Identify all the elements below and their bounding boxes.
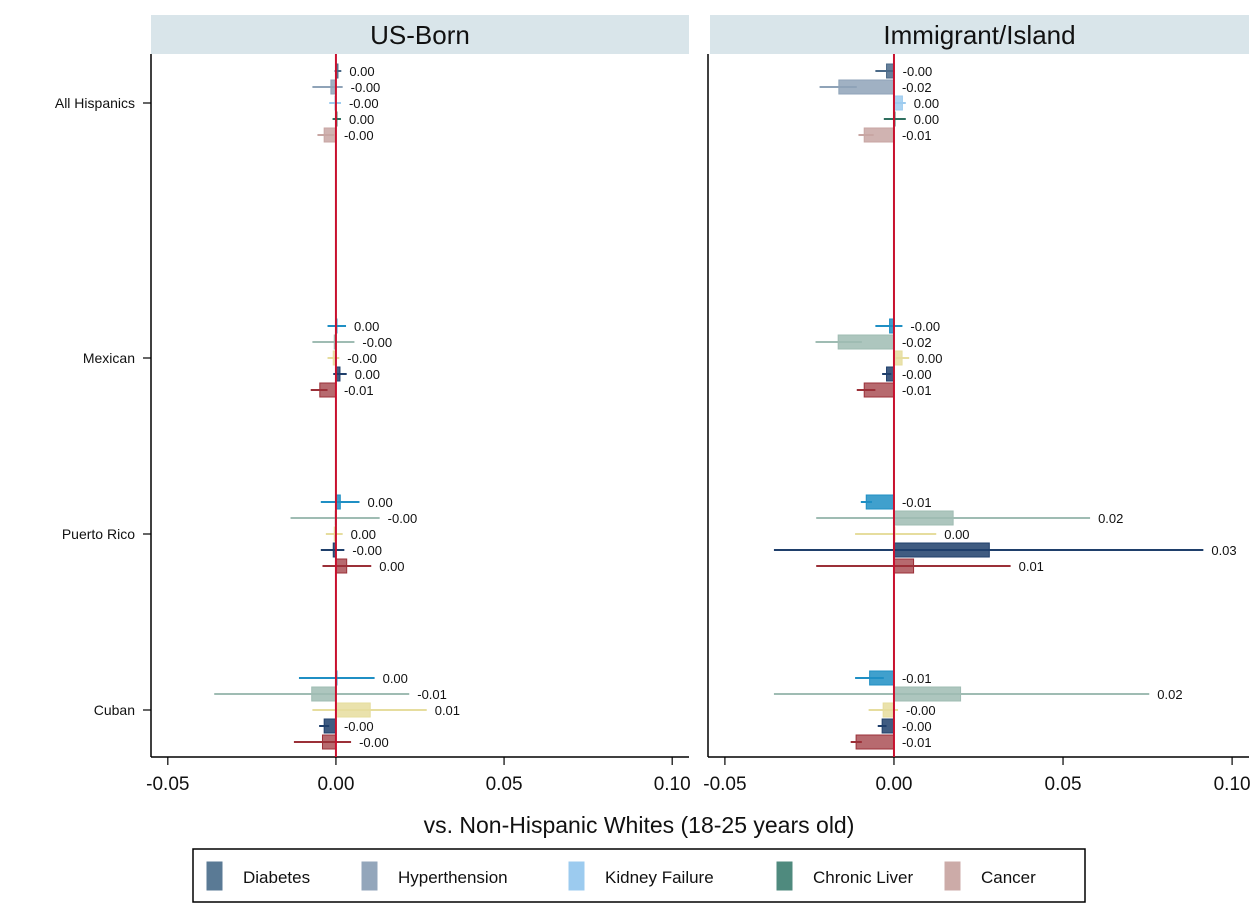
- legend-item: Hyperthension: [361, 861, 508, 891]
- value-label: 0.00: [354, 319, 379, 334]
- x-tick-label: -0.05: [146, 774, 189, 795]
- value-label: -0.02: [902, 335, 932, 350]
- value-label: -0.00: [344, 128, 374, 143]
- value-label: 0.00: [383, 671, 408, 686]
- value-label: 0.01: [1019, 559, 1044, 574]
- legend-box: [192, 848, 1086, 903]
- x-tick-label: 0.10: [654, 774, 691, 795]
- legend-item: Kidney Failure: [568, 861, 714, 891]
- value-label: -0.00: [902, 367, 932, 382]
- value-label: 0.02: [1098, 511, 1123, 526]
- chart-panels: US-Born -0.05 0.00 0.05 0.10 All Hispanics Mex…: [55, 15, 1251, 795]
- value-label: -0.00: [351, 80, 381, 95]
- legend-label: Chronic Liver: [813, 868, 913, 887]
- x-tick-label: 0.05: [486, 774, 523, 795]
- value-label: 0.00: [349, 112, 374, 127]
- x-tick-label: -0.05: [703, 774, 746, 795]
- legend-label: Diabetes: [243, 868, 310, 887]
- legend-label: Cancer: [981, 868, 1036, 887]
- category-label: Cuban: [94, 702, 135, 718]
- value-label: 0.02: [1157, 687, 1182, 702]
- value-label: -0.00: [349, 96, 379, 111]
- legend-swatch: [361, 861, 378, 891]
- legend-swatch: [206, 861, 223, 891]
- value-label: -0.01: [902, 671, 932, 686]
- value-label: -0.00: [902, 719, 932, 734]
- value-label: 0.00: [914, 96, 939, 111]
- legend-item: Chronic Liver: [776, 861, 913, 891]
- x-tick-label: 0.00: [875, 774, 912, 795]
- category-label: Puerto Rico: [62, 526, 135, 542]
- value-label: 0.00: [355, 367, 380, 382]
- value-label: 0.01: [435, 703, 460, 718]
- value-label: -0.00: [352, 543, 382, 558]
- panel-title-strip: [151, 15, 689, 54]
- value-label: -0.00: [910, 319, 940, 334]
- value-label: -0.01: [902, 495, 932, 510]
- value-label: -0.00: [347, 351, 377, 366]
- x-tick-label: 0.00: [317, 774, 354, 795]
- panel-title: US-Born: [370, 20, 470, 50]
- value-label: -0.00: [906, 703, 936, 718]
- value-label: -0.00: [359, 735, 389, 750]
- legend-item: Cancer: [944, 861, 1036, 891]
- value-label: 0.00: [917, 351, 942, 366]
- value-label: 0.00: [351, 527, 376, 542]
- legend-swatch: [568, 861, 585, 891]
- legend-swatch: [944, 861, 961, 891]
- value-label: -0.02: [902, 80, 932, 95]
- panel-immigrant-island: Immigrant/Island-0.05 0.00 0.05 0.10-0.00-0…: [703, 15, 1251, 795]
- value-label: 0.00: [914, 112, 939, 127]
- panel-us-born: US-Born -0.05 0.00 0.05 0.10 All Hispanics Mex…: [55, 15, 691, 795]
- value-label: 0.00: [379, 559, 404, 574]
- value-label: -0.00: [388, 511, 418, 526]
- value-label: -0.00: [362, 335, 392, 350]
- x-tick-label: 0.10: [1214, 774, 1251, 795]
- value-label: 0.03: [1211, 543, 1236, 558]
- value-label: -0.01: [417, 687, 447, 702]
- value-label: 0.00: [944, 527, 969, 542]
- value-label: -0.01: [902, 128, 932, 143]
- x-tick-label: 0.05: [1045, 774, 1082, 795]
- value-label: -0.00: [903, 64, 933, 79]
- value-label: -0.00: [344, 719, 374, 734]
- value-label: 0.00: [367, 495, 392, 510]
- value-label: -0.01: [902, 735, 932, 750]
- legend-swatch: [776, 861, 793, 891]
- legend-label: Hyperthension: [398, 868, 508, 887]
- legend-label: Kidney Failure: [605, 868, 714, 887]
- panel-title: Immigrant/Island: [883, 20, 1075, 50]
- x-axis-title: vs. Non-Hispanic Whites (18-25 years old…: [424, 812, 855, 838]
- category-label: All Hispanics: [55, 95, 135, 111]
- legend-item: Diabetes: [206, 861, 310, 891]
- value-label: -0.01: [344, 383, 374, 398]
- value-label: -0.01: [902, 383, 932, 398]
- value-label: 0.00: [349, 64, 374, 79]
- category-label: Mexican: [83, 350, 135, 366]
- legend: Diabetes Hyperthension Kidney Failure Chron…: [192, 848, 1086, 903]
- panel-title-strip: [710, 15, 1249, 54]
